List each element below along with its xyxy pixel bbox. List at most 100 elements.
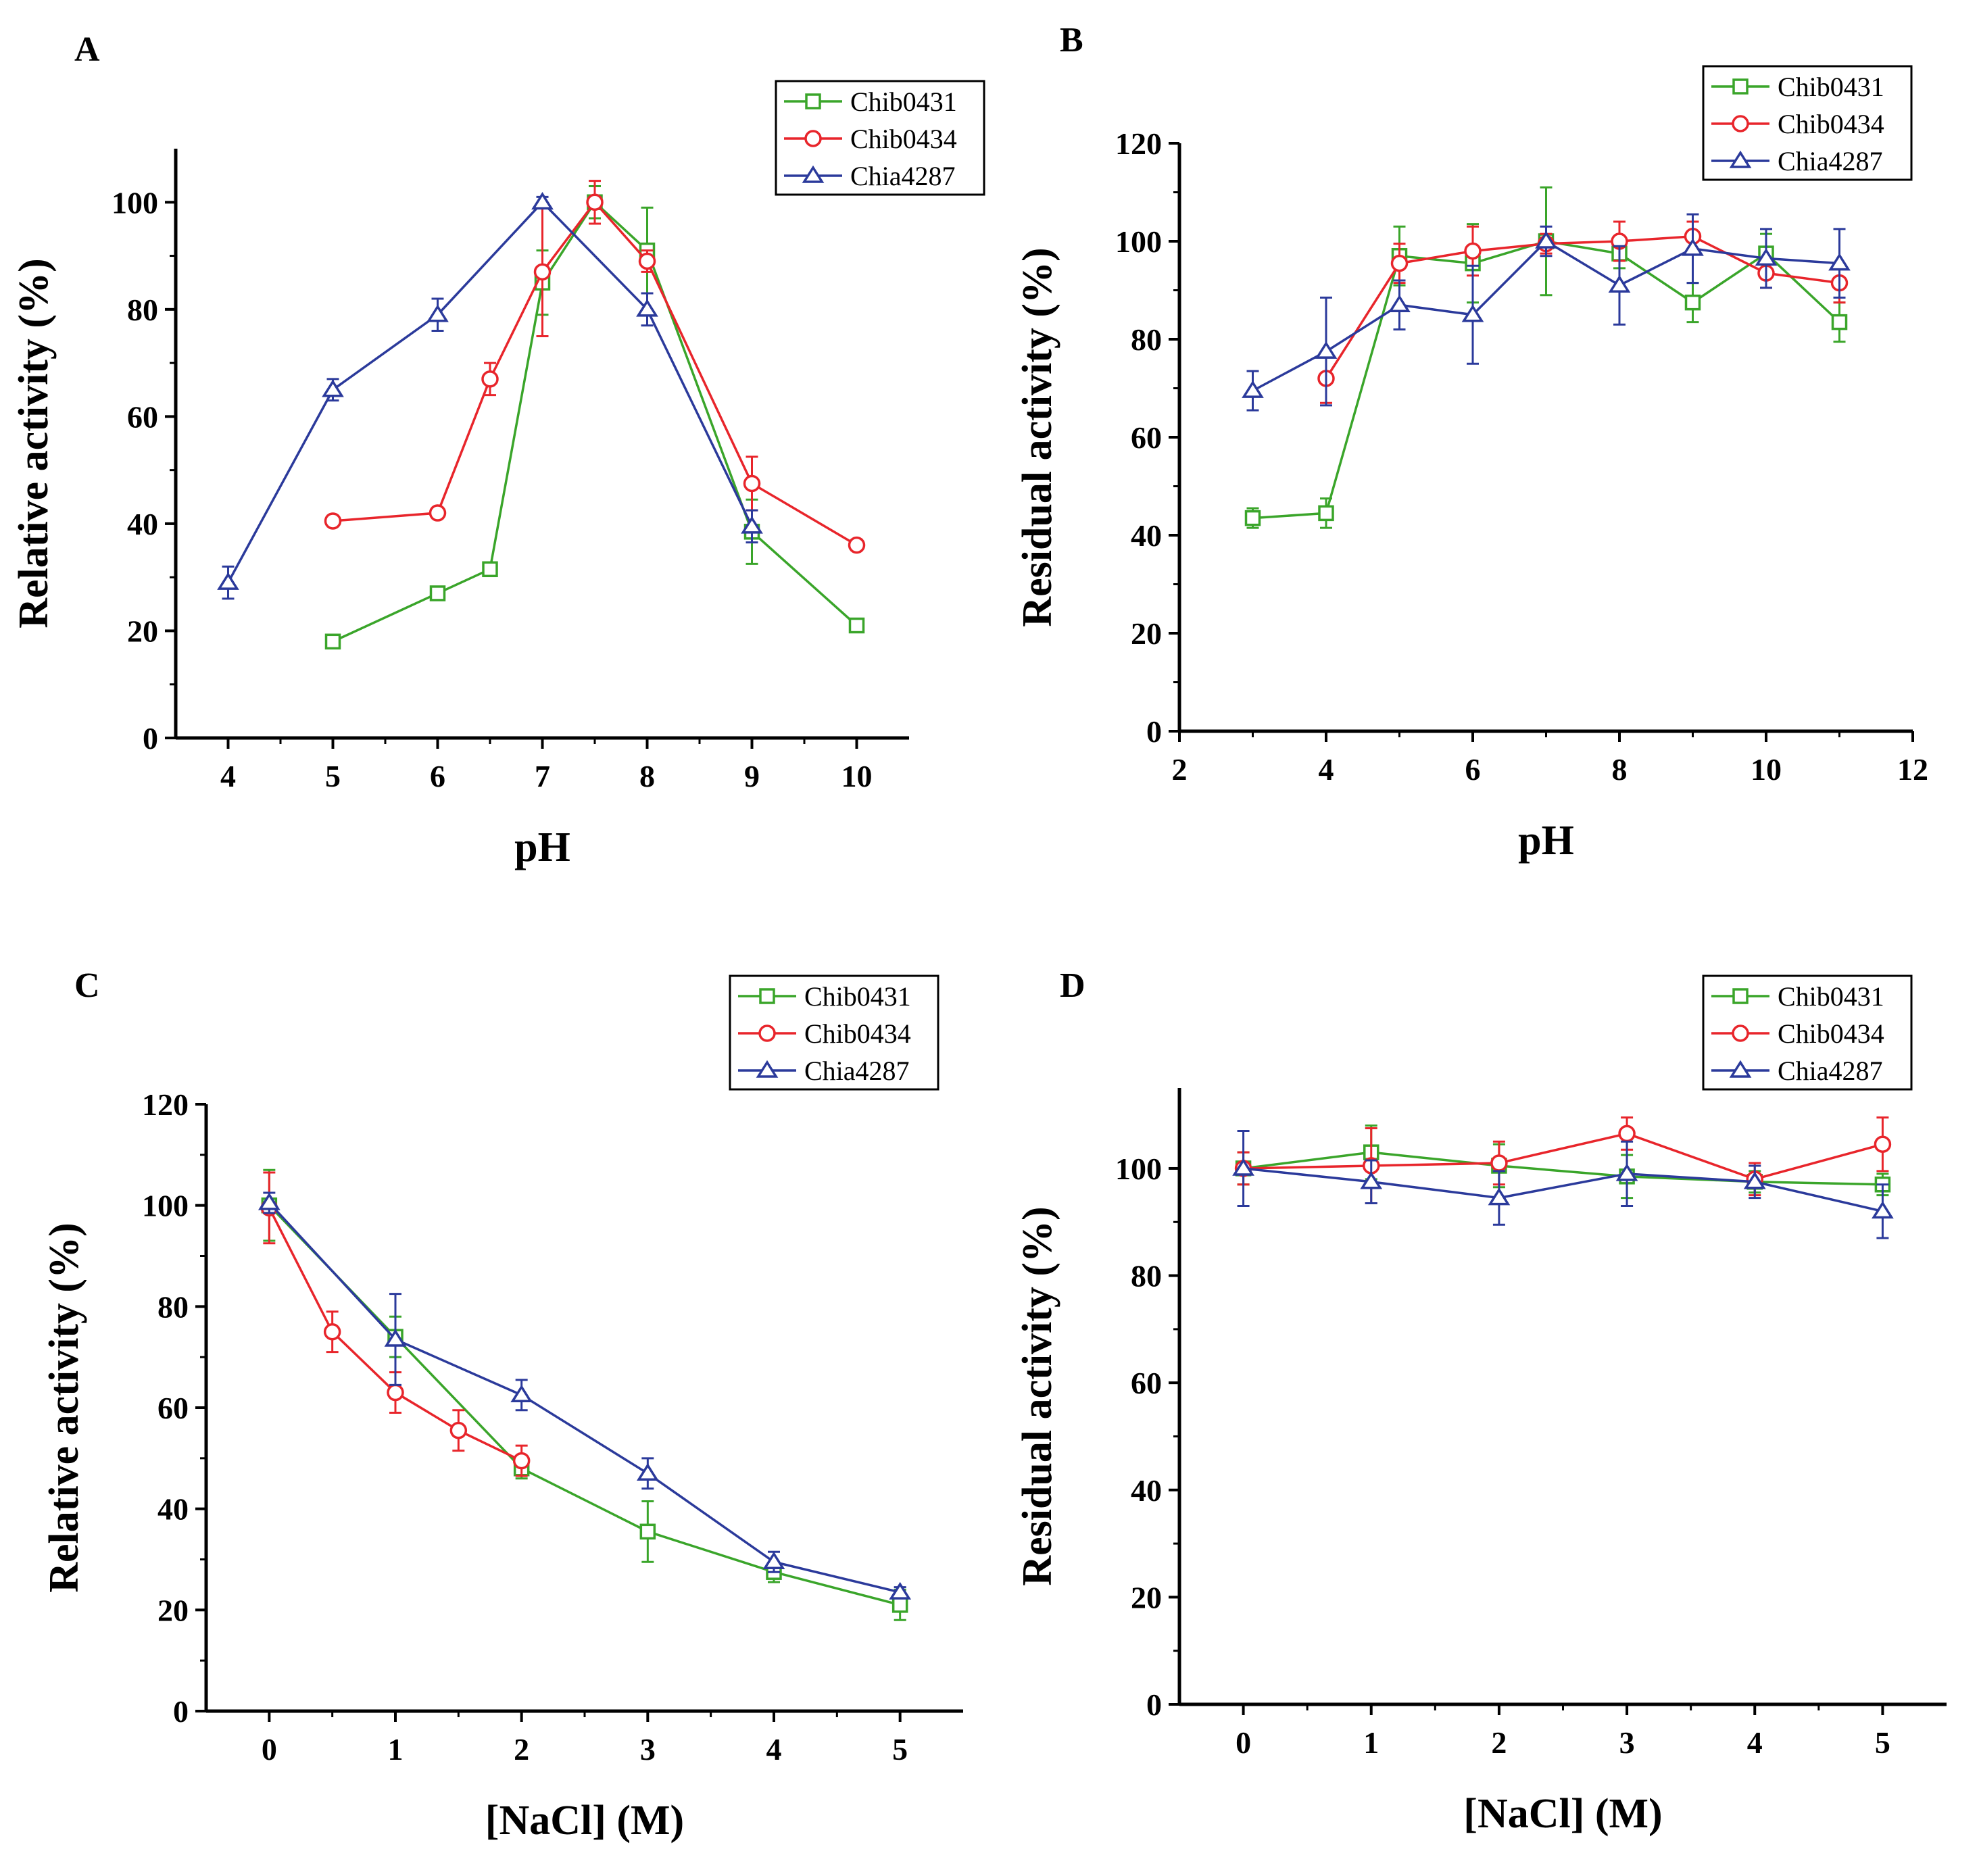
data-point <box>1461 304 1484 322</box>
data-point <box>449 1421 468 1439</box>
data-point <box>1831 314 1848 330</box>
data-point <box>1755 248 1778 266</box>
x-tick-label-a: 6 <box>430 759 445 793</box>
series-line <box>332 200 858 643</box>
x-tick-label-c: 0 <box>262 1732 277 1767</box>
data-point <box>848 617 865 634</box>
legend-label: Chib0434 <box>1778 1018 1884 1049</box>
legend-marker <box>1732 988 1749 1004</box>
legend-marker <box>1732 115 1749 132</box>
panel-letter-c: C <box>74 966 100 1005</box>
legend-b: Chib0431 Chib0434 Chia4287 <box>1702 65 1913 181</box>
panel-letter-b: B <box>1060 21 1083 59</box>
data-point <box>512 1452 531 1470</box>
legend-d: Chib0431 Chib0434 Chia4287 <box>1702 974 1913 1091</box>
x-tick-label-a: 4 <box>220 759 236 793</box>
data-point <box>1872 1201 1894 1219</box>
x-tick-label-c: 1 <box>388 1732 404 1767</box>
data-point <box>426 304 449 322</box>
data-point <box>1828 253 1851 271</box>
series-chib0431-c <box>261 1168 908 1621</box>
x-axis-title-c: [NaCl] (M) <box>485 1798 684 1844</box>
y-axis-title-d: Residual activity (%) <box>1015 1206 1060 1585</box>
y-tick-label-c: 80 <box>157 1289 189 1324</box>
panel-letter-a: A <box>74 30 100 69</box>
x-tick-label-a: 10 <box>841 759 873 793</box>
legend-label: Chia4287 <box>850 161 956 191</box>
x-tick-label-b: 10 <box>1751 752 1782 787</box>
legend-label: Chib0431 <box>850 87 957 117</box>
y-tick-label-d: 60 <box>1131 1366 1162 1400</box>
data-point <box>1743 1171 1766 1189</box>
y-axis-title-b: Residual activity (%) <box>1015 247 1060 626</box>
x-axis-title-b: pH <box>1518 818 1574 864</box>
y-axis-title-a: Relative activity (%) <box>11 258 57 628</box>
panel-c: C 0 1 2 3 4 5 0 20 40 60 80 100 120 [NaCl] (M) Relative… <box>41 966 963 1844</box>
legend-marker <box>756 1060 779 1078</box>
data-point <box>639 1523 656 1540</box>
data-point <box>891 1597 908 1613</box>
data-point <box>323 1323 341 1341</box>
panel-letter-d: D <box>1060 966 1085 1005</box>
series-chib0434-c <box>260 1171 531 1477</box>
y-tick-label-c: 20 <box>157 1593 189 1627</box>
x-tick-label-d: 4 <box>1747 1725 1763 1760</box>
series-chib0434-a <box>324 180 866 554</box>
data-point <box>258 1192 280 1210</box>
legend-label: Chib0431 <box>804 981 911 1012</box>
y-tick-label-c: 120 <box>142 1087 189 1122</box>
data-point <box>1608 274 1631 293</box>
y-tick-label-b: 60 <box>1131 420 1162 455</box>
x-tick-label-c: 4 <box>766 1732 782 1767</box>
legend-marker <box>1732 1025 1749 1042</box>
legend-label: Chia4287 <box>1778 146 1883 176</box>
y-tick-label-a: 0 <box>143 721 158 756</box>
data-point <box>638 252 656 270</box>
series-chia4287-a <box>217 191 763 600</box>
series-chia4287-d <box>1232 1129 1894 1239</box>
data-point <box>586 193 604 212</box>
y-axis-title-c: Relative activity (%) <box>41 1223 87 1592</box>
x-tick-label-b: 6 <box>1465 752 1481 787</box>
x-tick-label-a: 7 <box>535 759 550 793</box>
data-point <box>481 370 499 388</box>
x-tick-label-c: 5 <box>892 1732 908 1767</box>
x-tick-label-b: 12 <box>1897 752 1928 787</box>
x-tick-label-d: 1 <box>1363 1725 1379 1760</box>
y-tick-label-d: 0 <box>1146 1687 1162 1722</box>
data-point <box>636 299 658 317</box>
data-point <box>324 633 341 650</box>
y-tick-label-c: 40 <box>157 1492 189 1527</box>
y-tick-label-c: 100 <box>142 1189 189 1223</box>
series-line <box>226 200 754 583</box>
series-line <box>1243 1151 1883 1186</box>
data-point <box>531 191 554 210</box>
y-tick-label-b: 100 <box>1115 224 1162 259</box>
data-point <box>1874 1135 1892 1154</box>
data-point <box>324 512 342 530</box>
x-tick-label-a: 9 <box>744 759 760 793</box>
data-point <box>636 1462 659 1481</box>
legend-marker <box>804 130 822 147</box>
legend-label: Chib0434 <box>1778 109 1884 139</box>
legend-a: Chib0431 Chib0434 Chia4287 <box>775 80 985 196</box>
legend-marker <box>759 988 775 1004</box>
data-point <box>1390 254 1409 272</box>
data-point <box>1388 294 1411 312</box>
y-tick-label-a: 100 <box>112 185 158 220</box>
y-tick-label-b: 120 <box>1115 126 1162 161</box>
series-line <box>1243 1167 1883 1213</box>
y-tick-label-b: 20 <box>1131 616 1162 651</box>
data-point <box>384 1329 407 1347</box>
data-point <box>1464 242 1482 260</box>
legend-label: Chia4287 <box>804 1056 910 1086</box>
legend-label: Chib0431 <box>1778 981 1884 1012</box>
series-line <box>1243 1132 1883 1181</box>
x-tick-label-c: 3 <box>640 1732 656 1767</box>
data-point <box>1318 505 1334 522</box>
data-point <box>217 572 239 590</box>
data-point <box>1490 1154 1508 1172</box>
x-axis-title-a: pH <box>514 824 570 870</box>
